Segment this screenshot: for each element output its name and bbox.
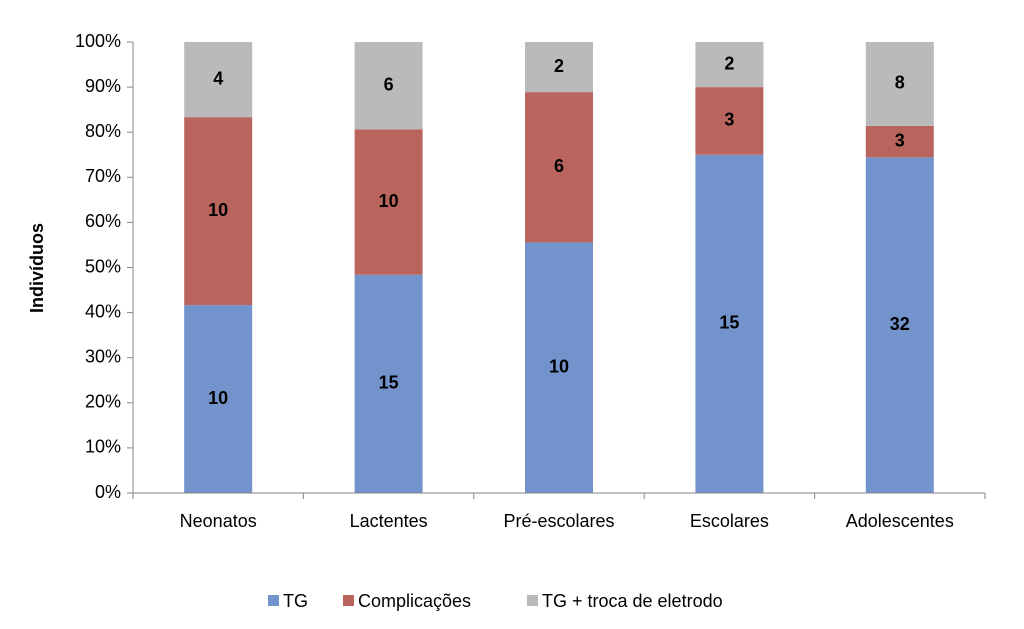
x-tick-label: Pré-escolares: [503, 511, 614, 531]
y-tick-label: 70%: [85, 166, 121, 186]
legend-label: TG + troca de eletrodo: [542, 591, 723, 611]
data-label: 10: [208, 200, 228, 220]
data-label: 32: [890, 314, 910, 334]
data-label: 15: [379, 373, 399, 393]
data-label: 2: [554, 56, 564, 76]
bar-segment: [695, 87, 764, 155]
data-label: 6: [554, 156, 564, 176]
bar-segment: [525, 242, 593, 493]
x-tick-label: Neonatos: [180, 511, 257, 531]
data-label: 15: [719, 313, 739, 333]
bar-segment: [695, 154, 764, 493]
bar-segment: [865, 157, 934, 494]
y-tick-label: 100%: [75, 31, 121, 51]
x-tick-label: Adolescentes: [846, 511, 954, 531]
data-label: 10: [208, 388, 228, 408]
y-tick-label: 90%: [85, 76, 121, 96]
legend-swatch: [527, 595, 538, 606]
data-label: 10: [379, 191, 399, 211]
data-label: 3: [895, 130, 905, 150]
data-label: 3: [724, 110, 734, 130]
y-tick-label: 60%: [85, 211, 121, 231]
y-tick-label: 50%: [85, 256, 121, 276]
data-label: 4: [213, 68, 223, 88]
data-label: 10: [549, 356, 569, 376]
data-label: 2: [724, 53, 734, 73]
legend-swatch: [268, 595, 279, 606]
bar-segment: [184, 117, 253, 306]
bar-segment: [184, 305, 253, 493]
y-tick-label: 10%: [85, 437, 121, 457]
bar-segment: [184, 42, 253, 118]
bar-segment: [865, 42, 934, 126]
bar-segment: [354, 42, 423, 130]
y-axis-label: Indivíduos: [27, 223, 47, 313]
x-tick-label: Escolares: [690, 511, 769, 531]
y-tick-label: 80%: [85, 121, 121, 141]
legend-label: Complicações: [358, 591, 471, 611]
x-tick-label: Lactentes: [350, 511, 428, 531]
bar-segment: [695, 42, 764, 88]
y-tick-label: 0%: [95, 482, 121, 502]
y-tick-label: 30%: [85, 346, 121, 366]
y-tick-label: 20%: [85, 392, 121, 412]
bar-segment: [525, 42, 593, 93]
bar-segment: [354, 129, 423, 275]
legend-swatch: [343, 595, 354, 606]
legend-label: TG: [283, 591, 308, 611]
data-label: 6: [384, 74, 394, 94]
bar-segment: [865, 125, 934, 158]
data-label: 8: [895, 73, 905, 93]
bar-segment: [525, 92, 593, 243]
bar-segment: [354, 274, 423, 493]
y-tick-label: 40%: [85, 301, 121, 321]
